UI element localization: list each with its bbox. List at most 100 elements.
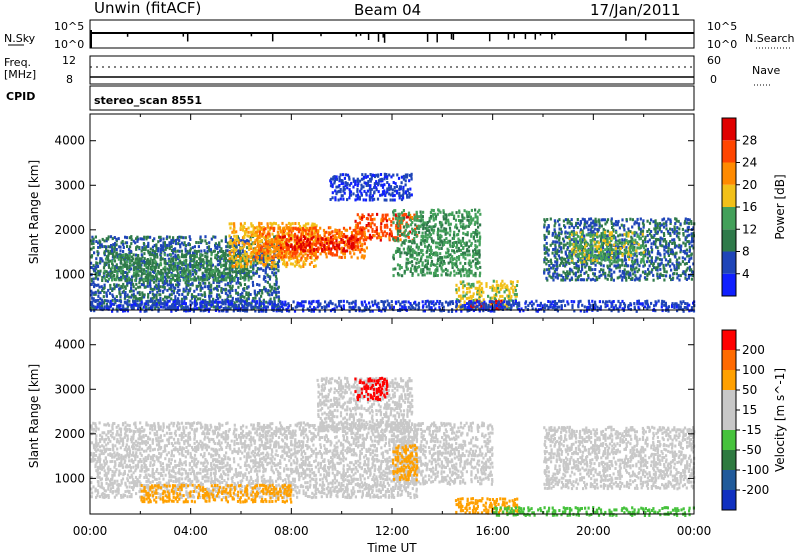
data-cell xyxy=(182,255,185,259)
data-cell xyxy=(330,247,333,251)
data-cell xyxy=(103,261,106,265)
data-cell xyxy=(113,278,116,282)
data-cell xyxy=(468,212,471,216)
data-cell xyxy=(635,254,638,258)
data-cell xyxy=(312,247,315,251)
data-cell xyxy=(405,265,408,269)
data-cell xyxy=(249,270,252,273)
data-cell xyxy=(364,181,367,185)
data-cell xyxy=(362,198,365,202)
data-cell xyxy=(314,234,317,238)
data-cell xyxy=(113,247,116,251)
data-cell xyxy=(415,212,418,216)
data-cell xyxy=(554,243,557,247)
data-cell xyxy=(667,231,670,235)
data-cell xyxy=(306,243,309,247)
data-cell xyxy=(461,239,464,243)
data-cell xyxy=(277,265,280,269)
data-cell xyxy=(642,264,645,268)
data-cell xyxy=(648,221,652,225)
data-cell xyxy=(344,228,347,232)
data-cell xyxy=(148,253,151,257)
data-cell xyxy=(113,297,116,301)
data-cell xyxy=(375,182,379,186)
data-cell xyxy=(136,235,139,239)
data-cell xyxy=(136,297,139,301)
data-cell xyxy=(132,268,135,272)
data-cell xyxy=(147,261,150,265)
data-cell xyxy=(208,303,211,307)
data-cell xyxy=(293,238,296,242)
data-cell xyxy=(482,298,485,302)
data-cell xyxy=(605,220,609,224)
data-cell xyxy=(564,274,568,278)
data-cell xyxy=(316,250,319,253)
data-cell xyxy=(90,254,94,258)
data-cell xyxy=(458,249,461,253)
data-cell xyxy=(474,245,477,249)
data-cell xyxy=(170,263,173,267)
data-cell xyxy=(564,230,567,234)
data-cell xyxy=(413,233,417,237)
data-cell xyxy=(340,239,343,243)
data-cell xyxy=(420,268,423,272)
data-cell xyxy=(352,192,355,196)
data-cell xyxy=(424,226,427,230)
data-cell xyxy=(107,237,110,241)
data-cell xyxy=(439,256,442,259)
data-cell xyxy=(413,239,416,243)
data-cell xyxy=(243,250,246,254)
data-cell xyxy=(136,269,139,273)
data-cell xyxy=(659,262,662,266)
data-cell xyxy=(93,269,96,273)
data-cell xyxy=(346,173,350,177)
data-cell xyxy=(469,261,473,265)
data-cell xyxy=(115,307,118,311)
cpid-panel xyxy=(89,85,695,111)
data-cell xyxy=(96,261,99,265)
data-cell xyxy=(620,245,623,249)
data-cell xyxy=(180,235,183,239)
data-cell xyxy=(268,263,271,267)
data-cell xyxy=(243,230,246,234)
data-cell xyxy=(204,251,207,255)
data-cell xyxy=(393,189,396,193)
data-cell xyxy=(103,307,106,311)
data-cell xyxy=(250,222,253,226)
data-cell xyxy=(359,244,362,248)
data-cell xyxy=(624,262,628,266)
data-cell xyxy=(294,247,297,251)
data-cell xyxy=(216,293,219,297)
data-cell xyxy=(587,228,590,232)
data-cell xyxy=(214,253,217,257)
data-cell xyxy=(203,285,206,289)
data-cell xyxy=(325,230,328,234)
data-cell xyxy=(474,257,477,261)
data-cell xyxy=(262,277,265,281)
data-cell xyxy=(277,252,280,256)
data-cell xyxy=(457,237,460,241)
data-cell xyxy=(593,227,596,231)
data-cell xyxy=(413,241,416,245)
data-cell xyxy=(277,290,280,294)
data-cell xyxy=(495,299,498,303)
data-cell xyxy=(472,273,475,277)
data-cell xyxy=(219,255,222,259)
data-cell xyxy=(194,272,198,276)
data-cell xyxy=(97,245,100,249)
data-cell xyxy=(112,251,115,255)
data-cell xyxy=(609,274,612,278)
data-cell xyxy=(654,227,657,231)
data-cell xyxy=(135,276,138,280)
data-cell xyxy=(591,225,594,229)
data-cell xyxy=(123,259,126,263)
data-cell xyxy=(281,230,284,233)
data-cell xyxy=(292,256,295,260)
data-cell xyxy=(318,234,321,238)
data-cell xyxy=(202,263,205,267)
data-cell xyxy=(315,230,318,234)
data-cell xyxy=(348,188,351,192)
data-cell xyxy=(664,258,668,262)
data-cell xyxy=(614,220,618,224)
data-cell xyxy=(394,209,397,213)
